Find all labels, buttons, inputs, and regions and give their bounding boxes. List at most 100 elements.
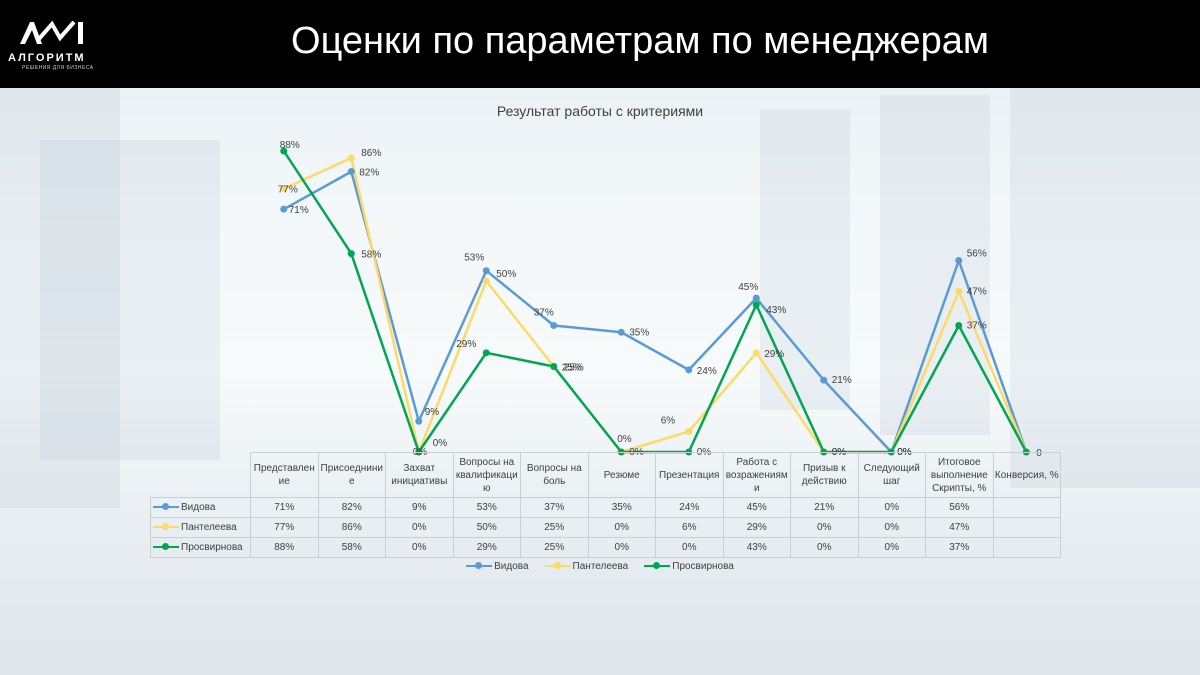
category-header: Вопросы на квалификаци ю: [452, 452, 521, 498]
data-label: 77%: [278, 185, 298, 196]
table-cell: 6%: [655, 517, 724, 538]
series-swatch-icon: [153, 522, 179, 532]
category-header: Работа с возражениям и: [722, 452, 791, 498]
page-title: Оценки по параметрам по менеджерам: [291, 20, 989, 62]
table-cell: 37%: [925, 537, 994, 558]
data-label: 21%: [832, 375, 852, 386]
table-cell: 25%: [520, 517, 589, 538]
category-header: Присоеднини е: [317, 452, 386, 498]
table-cell: 35%: [587, 497, 656, 518]
data-label: 24%: [697, 366, 717, 377]
data-point: [347, 250, 355, 258]
category-header: Резюме: [587, 452, 656, 498]
table-row: Просвирнова 88% 58% 0% 29% 25% 0% 0% 43% 0% 0% 37%: [150, 537, 1061, 558]
data-table: Представлен ие Присоеднини е Захват инициа…: [150, 452, 1061, 558]
legend-swatch-icon: [644, 561, 671, 571]
category-header: Презентация: [655, 452, 724, 498]
data-label: 53%: [464, 253, 484, 264]
data-point: [347, 168, 355, 176]
data-label: 37%: [534, 307, 554, 318]
data-point: [955, 321, 963, 329]
data-label: 43%: [766, 305, 786, 316]
series-name-cell: Пантелеева: [150, 517, 251, 538]
legend-swatch-icon: [544, 561, 571, 571]
logo-text: АЛГОРИТМ: [8, 52, 86, 64]
category-header: Призыв к действию: [790, 452, 859, 498]
table-cell: 0%: [790, 537, 859, 558]
data-point: [482, 267, 490, 275]
data-point: [685, 366, 693, 374]
table-cell: 9%: [385, 497, 454, 518]
category-header: Итоговое выполнение Скрипты, %: [925, 452, 994, 498]
table-cell: 50%: [452, 517, 521, 538]
table-cell: 88%: [250, 537, 319, 558]
table-cell: 37%: [520, 497, 589, 518]
table-row: Видова 71% 82% 9% 53% 37% 35% 24% 45% 21% 0% 56%: [150, 497, 1061, 518]
data-label: 6%: [661, 415, 676, 426]
table-cell: 47%: [925, 517, 994, 538]
legend-label: Видова: [494, 561, 529, 572]
data-label: 0%: [433, 438, 448, 449]
data-label: 25%: [562, 363, 582, 374]
series-line-1: [283, 170, 1028, 454]
legend-label: Просвирнова: [672, 561, 734, 572]
header-bar: АЛГОРИТМ РЕШЕНИЯ ДЛЯ БИЗНЕСА Оценки по п…: [0, 0, 1200, 88]
table-cell: 0%: [385, 537, 454, 558]
data-point: [752, 301, 760, 309]
data-point: [955, 256, 963, 264]
data-label: 88%: [280, 140, 300, 151]
table-cell: 77%: [250, 517, 319, 538]
series-name-cell: Просвирнова: [150, 537, 251, 558]
series-swatch-icon: [153, 542, 179, 552]
table-cell: 0%: [587, 537, 656, 558]
data-point: [482, 277, 490, 285]
table-row: Пантелеева 77% 86% 0% 50% 25% 0% 6% 29% 0% 0% 47%: [150, 517, 1061, 538]
data-point: [550, 363, 558, 370]
data-label: 37%: [967, 320, 987, 331]
category-header: Конверсия, %: [992, 452, 1061, 498]
chart-legend: Видова Пантелеева Просвирнова: [0, 561, 1200, 572]
category-header: Представлен ие: [250, 452, 319, 498]
data-point: [482, 349, 490, 357]
data-label: 71%: [289, 205, 309, 216]
legend-item: Видова: [466, 561, 529, 572]
data-point: [280, 147, 288, 155]
table-cell: 0%: [655, 537, 724, 558]
background-building: [1010, 88, 1200, 488]
data-point: [685, 427, 693, 435]
series-name-cell: Видова: [150, 497, 251, 518]
category-header: Следующий шаг: [857, 452, 926, 498]
table-cell: [992, 497, 1061, 518]
legend-item: Просвирнова: [644, 561, 734, 572]
table-cell: 0%: [587, 517, 656, 538]
table-cell: 0%: [790, 517, 859, 538]
table-cell: 0%: [857, 537, 926, 558]
data-label: 29%: [456, 339, 476, 350]
data-label: 9%: [425, 407, 440, 418]
background-building: [880, 95, 990, 435]
legend-swatch-icon: [466, 561, 493, 571]
table-cell: 21%: [790, 497, 859, 518]
table-cell: 58%: [317, 537, 386, 558]
chart-title: Результат работы с критериями: [496, 103, 704, 119]
background-building: [0, 88, 120, 508]
table-cell: 56%: [925, 497, 994, 518]
data-point: [617, 328, 625, 336]
table-cell: [992, 517, 1061, 538]
table-corner: [151, 453, 251, 498]
data-label: 45%: [738, 282, 758, 293]
table-cell: 82%: [317, 497, 386, 518]
data-label: 86%: [361, 148, 381, 159]
table-cell: 86%: [317, 517, 386, 538]
table-cell: 45%: [722, 497, 791, 518]
data-label: 50%: [496, 269, 516, 280]
data-label: 35%: [629, 327, 649, 338]
background-building: [760, 110, 850, 410]
series-line-3: [282, 150, 1028, 454]
table-cell: 0%: [857, 517, 926, 538]
category-header: Вопросы на боль: [520, 452, 589, 498]
table-cell: 43%: [722, 537, 791, 558]
logo-subtitle: РЕШЕНИЯ ДЛЯ БИЗНЕСА: [22, 65, 94, 71]
data-point: [280, 185, 288, 193]
